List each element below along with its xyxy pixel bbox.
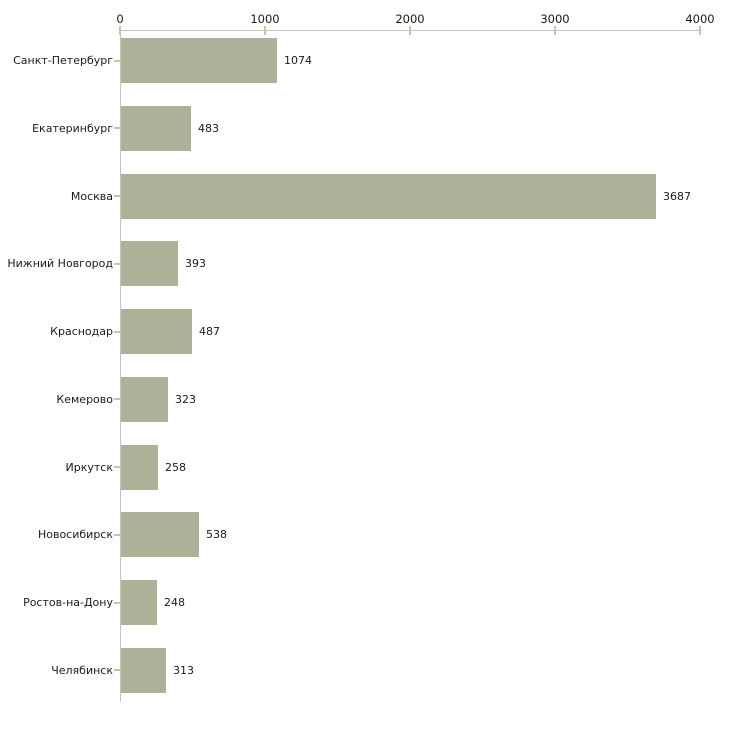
bar-value-label: 538 bbox=[206, 528, 227, 542]
category-label: Краснодар bbox=[50, 325, 113, 338]
x-axis-tick-label: 0 bbox=[116, 12, 124, 26]
bar-value-label: 313 bbox=[173, 663, 194, 677]
category-tick bbox=[114, 466, 120, 468]
bar bbox=[121, 580, 157, 625]
category-label: Екатеринбург bbox=[32, 121, 113, 135]
x-axis-tick-label: 1000 bbox=[250, 12, 280, 26]
x-axis-tick-label: 4000 bbox=[685, 12, 715, 26]
bar-value-label: 258 bbox=[165, 460, 186, 474]
category-label: Ростов-на-Дону bbox=[23, 596, 113, 609]
bar-value-label: 393 bbox=[185, 257, 206, 271]
bar bbox=[121, 105, 191, 151]
category-label: Москва bbox=[70, 189, 113, 203]
bar-value-label: 1074 bbox=[284, 54, 312, 67]
category-label: Новосибирск bbox=[37, 528, 113, 542]
category-tick bbox=[114, 669, 120, 672]
category-tick bbox=[114, 330, 120, 333]
category-tick bbox=[114, 195, 120, 197]
bar-value-label: 483 bbox=[198, 121, 219, 135]
y-axis-line bbox=[120, 30, 121, 702]
category-tick bbox=[114, 601, 120, 604]
bar bbox=[121, 38, 277, 83]
x-axis-tick-label: 3000 bbox=[540, 12, 570, 26]
bar-value-label: 323 bbox=[175, 392, 196, 406]
bar bbox=[121, 512, 199, 558]
bar bbox=[121, 376, 168, 422]
bar-value-label: 487 bbox=[199, 325, 220, 338]
x-axis-tick-label: 2000 bbox=[395, 12, 425, 26]
category-label: Санкт-Петербург bbox=[13, 54, 113, 67]
x-axis-tick bbox=[119, 26, 121, 35]
x-axis-line bbox=[120, 30, 702, 31]
bar bbox=[121, 647, 166, 693]
bar bbox=[121, 173, 656, 219]
category-tick bbox=[114, 262, 120, 265]
x-axis-tick bbox=[409, 26, 411, 35]
bar bbox=[121, 444, 158, 490]
x-axis-tick bbox=[554, 26, 556, 35]
bar bbox=[121, 241, 178, 287]
bar-value-label: 248 bbox=[164, 596, 185, 609]
category-tick bbox=[114, 398, 120, 401]
x-axis-tick bbox=[264, 26, 266, 35]
category-label: Челябинск bbox=[51, 663, 113, 677]
bar-value-label: 3687 bbox=[663, 189, 691, 203]
category-tick bbox=[114, 59, 120, 62]
x-axis-tick bbox=[699, 26, 701, 35]
category-label: Нижний Новгород bbox=[7, 257, 113, 271]
category-tick bbox=[114, 127, 120, 130]
category-label: Иркутск bbox=[65, 460, 113, 474]
bar bbox=[121, 309, 192, 354]
category-tick bbox=[114, 533, 120, 536]
category-label: Кемерово bbox=[56, 392, 113, 406]
